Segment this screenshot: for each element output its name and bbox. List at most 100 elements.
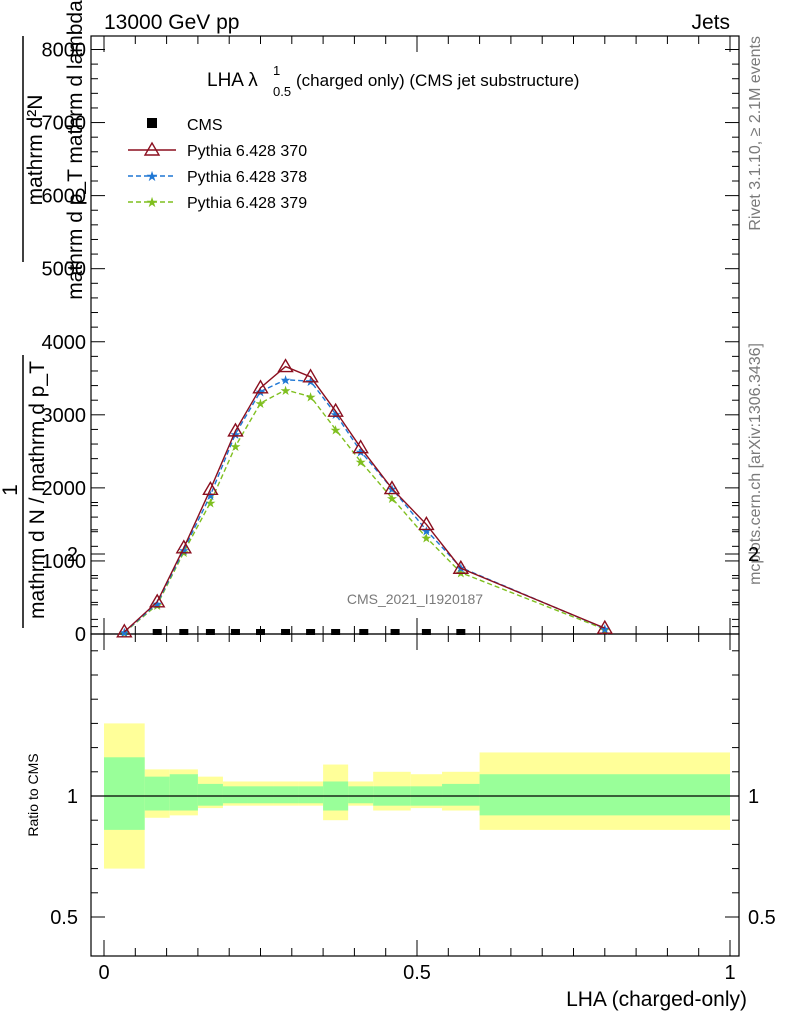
y-tick-label: 6000 — [42, 186, 87, 208]
ylabel-denominator: mathrm d p_T mathrm d lambda — [64, 0, 87, 300]
series-line-p379 — [123, 389, 606, 634]
ratio-band-inner — [197, 783, 223, 806]
cms-point — [205, 629, 215, 635]
y-tick-label: 5000 — [42, 259, 87, 281]
x-tick-label: 0 — [98, 962, 109, 984]
legend: CMS Pythia 6.428 370 ★ Pythia 6.428 378 … — [128, 117, 307, 212]
series-point-p379: ★ — [230, 439, 242, 454]
series-point-p370 — [227, 422, 244, 437]
y-tick-label: 2000 — [42, 478, 87, 500]
series-point-p379: ★ — [386, 491, 398, 506]
ratio-band-inner — [442, 783, 480, 806]
ratio-band-inner — [144, 776, 170, 811]
mc-series: ★★★★★★★ ★★★★★★★★★★★★★★ ★★★★★★★ — [116, 358, 614, 641]
series-point-p379: ★ — [421, 531, 433, 546]
series-point-p378: ★ — [119, 625, 131, 640]
ratio-y-tick-label: 2 — [67, 544, 78, 566]
series-point-p379: ★ — [119, 626, 131, 641]
legend-p379-marker: ★ — [146, 194, 159, 210]
ratio-band-inner — [348, 786, 374, 804]
y-tick-label: 0 — [75, 624, 86, 646]
legend-p370-marker — [143, 141, 161, 156]
legend-p378-label: Pythia 6.428 378 — [187, 169, 307, 186]
y-tick-label: 1000 — [42, 551, 87, 573]
ratio-band-inner — [169, 774, 198, 811]
title-main: LHA λ — [207, 70, 258, 91]
title-rest: (charged only) (CMS jet substructure) — [296, 71, 579, 90]
mcplots-source-label: mcplots.cern.ch [arXiv:1306.3436] — [747, 343, 764, 585]
x-tick-label: 0.5 — [403, 962, 431, 984]
series-point-p370 — [327, 402, 344, 417]
ratio-band-inner — [104, 757, 145, 830]
cms-point — [306, 629, 316, 635]
cms-point — [390, 629, 400, 635]
series-point-p370 — [383, 480, 401, 495]
ratio-band-inner — [273, 786, 299, 804]
series-point-p378: ★ — [355, 444, 367, 459]
series-point-p370 — [452, 559, 470, 574]
series-point-p379: ★ — [330, 422, 342, 437]
ratio-plot-frame — [90, 633, 740, 957]
analysis-watermark: CMS_2021_I1920187 — [347, 591, 483, 607]
y-tick-label: 3000 — [42, 405, 87, 427]
rivet-version-label: Rivet 3.1.10, ≥ 2.1M events — [747, 36, 764, 231]
ratio-y-tick-label-right: 2 — [748, 544, 759, 566]
legend-p379-label: Pythia 6.428 379 — [187, 195, 307, 212]
cms-point — [152, 629, 162, 635]
legend-p370-label: Pythia 6.428 370 — [187, 143, 307, 160]
main-ylabel: mathrm d²N mathrm d p_T mathrm d lambda … — [0, 0, 87, 628]
ylabel-numerator: mathrm d²N — [24, 95, 47, 206]
cms-point — [256, 629, 265, 635]
y-tick-label: 8000 — [42, 40, 87, 62]
series-point-p378: ★ — [230, 427, 242, 442]
ratio-band-inner — [479, 774, 730, 816]
series-point-p378: ★ — [421, 523, 433, 538]
series-point-p378: ★ — [255, 384, 267, 399]
x-tick-label: 1 — [724, 962, 735, 984]
cms-point — [230, 629, 240, 635]
plot-title: LHA λ 1 0.5 (charged only) (CMS jet subs… — [207, 63, 579, 99]
series-point-p378: ★ — [599, 622, 611, 637]
x-axis-title: LHA (charged-only) — [566, 988, 747, 1011]
ylabel-one: 1 — [0, 484, 22, 496]
series-point-p378: ★ — [178, 543, 190, 558]
cms-point — [456, 629, 466, 635]
ratio-y-tick-label-right: 0.5 — [748, 907, 776, 929]
legend-p378-marker: ★ — [146, 168, 159, 184]
header-left-label: 13000 GeV pp — [104, 11, 239, 34]
cms-point — [179, 629, 189, 635]
ratio-y-tick-label: 0.5 — [50, 907, 78, 929]
y-tick-label: 4000 — [42, 332, 87, 354]
series-point-p370 — [418, 516, 435, 531]
series-point-p378: ★ — [151, 596, 163, 611]
series-point-p378: ★ — [205, 488, 217, 503]
series-line-p378 — [123, 379, 606, 633]
title-subscript: 0.5 — [273, 84, 291, 99]
legend-cms-label: CMS — [187, 117, 223, 134]
series-point-p378: ★ — [280, 373, 292, 388]
cms-data-points — [152, 629, 466, 635]
series-point-p379: ★ — [255, 396, 267, 411]
series-point-p370 — [302, 368, 319, 383]
ylabel-normalisation: mathrm d N / mathrm d p_T — [26, 361, 49, 619]
ratio-uncertainty-bands — [91, 723, 739, 869]
series-point-p379: ★ — [355, 455, 367, 470]
title-superscript: 1 — [273, 63, 280, 78]
cms-point — [421, 629, 431, 635]
legend-cms-marker — [147, 118, 157, 128]
cms-point — [359, 629, 369, 635]
cms-point — [281, 629, 291, 635]
axis-ticks: 0 1000 2000 3000 4000 5000 6000 7000 8000 0 0.5 1 0.… — [42, 36, 776, 984]
series-point-p370 — [116, 623, 133, 638]
series-point-p370 — [596, 619, 614, 634]
series-point-p379: ★ — [280, 383, 292, 398]
ratio-y-tick-label-right: 1 — [748, 786, 759, 808]
series-point-p370 — [148, 593, 166, 608]
y-tick-label: 7000 — [42, 113, 87, 135]
series-point-p379: ★ — [599, 622, 611, 637]
series-point-p370 — [202, 480, 219, 496]
header-right-label: Jets — [691, 11, 730, 34]
series-point-p370 — [175, 539, 193, 554]
cms-point — [331, 629, 341, 635]
